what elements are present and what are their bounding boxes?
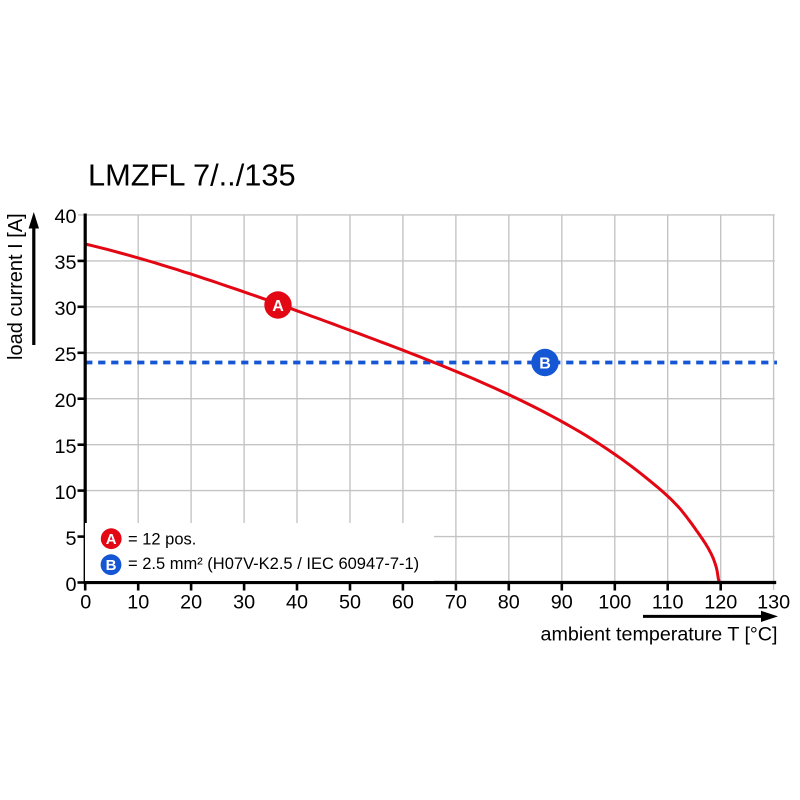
svg-text:= 12 pos.: = 12 pos.: [128, 530, 196, 548]
svg-text:A: A: [272, 298, 284, 315]
svg-text:80: 80: [498, 592, 520, 614]
svg-text:A: A: [106, 531, 117, 548]
svg-text:20: 20: [180, 592, 202, 614]
svg-text:50: 50: [339, 592, 361, 614]
svg-text:40: 40: [286, 592, 308, 614]
svg-text:load current I [A]: load current I [A]: [5, 213, 27, 360]
svg-text:30: 30: [54, 298, 76, 320]
svg-text:100: 100: [598, 592, 631, 614]
svg-text:110: 110: [652, 592, 684, 614]
svg-text:0: 0: [65, 574, 76, 596]
svg-text:LMZFL 7/../135: LMZFL 7/../135: [88, 157, 296, 192]
svg-text:35: 35: [54, 252, 76, 274]
svg-text:30: 30: [233, 592, 255, 614]
svg-text:0: 0: [80, 592, 91, 614]
svg-text:25: 25: [54, 344, 76, 366]
svg-text:ambient temperature T [°C]: ambient temperature T [°C]: [541, 624, 778, 646]
svg-text:60: 60: [392, 592, 414, 614]
svg-text:40: 40: [54, 206, 76, 228]
svg-text:B: B: [106, 557, 117, 574]
svg-text:= 2.5 mm² (H07V-K2.5 / IEC 609: = 2.5 mm² (H07V-K2.5 / IEC 60947-7-1): [128, 555, 419, 573]
svg-text:5: 5: [65, 528, 76, 550]
svg-text:130: 130: [757, 592, 790, 614]
svg-text:120: 120: [704, 592, 737, 614]
svg-text:90: 90: [551, 592, 573, 614]
svg-text:70: 70: [445, 592, 467, 614]
svg-text:20: 20: [54, 390, 76, 412]
svg-text:B: B: [539, 355, 551, 372]
svg-text:15: 15: [54, 436, 76, 458]
svg-text:10: 10: [127, 592, 149, 614]
svg-text:10: 10: [54, 482, 76, 504]
